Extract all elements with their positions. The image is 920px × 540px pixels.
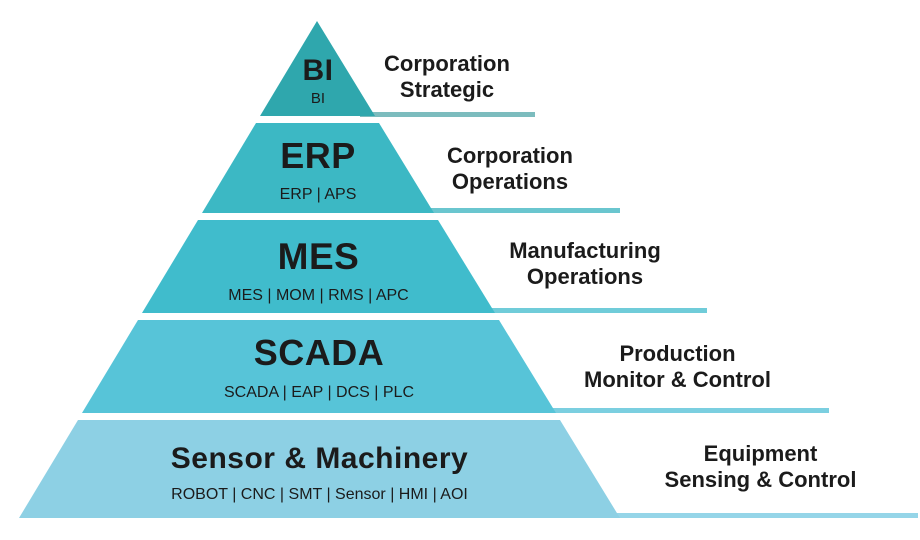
description-line: Corporation xyxy=(384,51,510,76)
level-erp-description: Corporation Operations xyxy=(405,143,615,195)
pyramid-level-sensor-machinery: Sensor & Machinery ROBOT | CNC | SMT | S… xyxy=(19,420,620,518)
level-bi-description: Corporation Strategic xyxy=(357,51,537,103)
level-sensor-title: Sensor & Machinery xyxy=(170,442,469,475)
level-sensor-underline xyxy=(598,513,918,518)
pyramid-level-scada: SCADA SCADA | EAP | DCS | PLC xyxy=(82,320,556,413)
level-scada-title: SCADA xyxy=(253,332,385,373)
description-line: Operations xyxy=(526,264,644,289)
level-mes-underline xyxy=(478,308,707,313)
level-erp-systems: ERP | APS xyxy=(279,186,357,203)
description-line: Sensing & Control xyxy=(664,467,857,492)
description-line: Strategic xyxy=(399,77,495,102)
description-line: Production xyxy=(619,341,736,366)
description-line: Manufacturing xyxy=(509,238,661,263)
level-erp-title: ERP xyxy=(280,135,356,176)
description-line: Equipment xyxy=(703,441,818,466)
level-scada-description: Production Monitor & Control xyxy=(535,341,820,393)
level-scada-underline xyxy=(538,408,829,413)
level-sensor-systems: ROBOT | CNC | SMT | Sensor | HMI | AOI xyxy=(171,486,468,503)
description-line: Corporation xyxy=(447,143,573,168)
level-bi-systems: BI xyxy=(310,90,326,107)
level-mes-title: MES xyxy=(277,236,360,277)
level-scada-systems: SCADA | EAP | DCS | PLC xyxy=(223,384,414,401)
description-line: Monitor & Control xyxy=(584,367,771,392)
level-bi-title: BI xyxy=(302,54,334,87)
level-sensor-description: Equipment Sensing & Control xyxy=(618,441,903,493)
level-mes-description: Manufacturing Operations xyxy=(470,238,700,290)
level-bi-underline xyxy=(360,112,535,117)
pyramid-level-erp: ERP ERP | APS xyxy=(202,123,434,213)
pyramid-level-mes: MES MES | MOM | RMS | APC xyxy=(142,220,495,313)
description-line: Operations xyxy=(451,169,569,194)
level-erp-underline xyxy=(420,208,620,213)
level-mes-systems: MES | MOM | RMS | APC xyxy=(228,287,409,304)
